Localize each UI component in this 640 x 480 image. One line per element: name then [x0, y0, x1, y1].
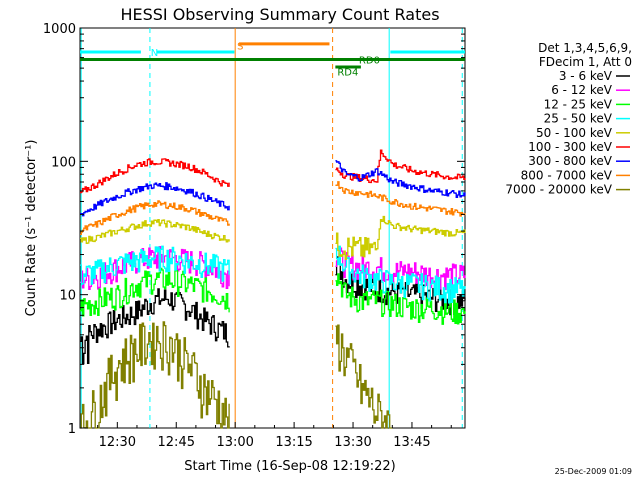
y-tick-label-3: 1000 — [43, 22, 76, 37]
legend-header-1: Det 1,3,4,5,6,9, — [538, 41, 632, 55]
y-tick-label-0: 1 — [68, 422, 76, 437]
y-tick-label-1: 10 — [59, 289, 76, 304]
annotation-n: N — [151, 48, 158, 59]
legend-label-1: 6 - 12 keV — [551, 83, 613, 97]
plot-area — [79, 27, 466, 429]
y-axis-ticks: 1 10 100 1000 — [43, 22, 465, 437]
annotation-rd0: RD0 — [359, 56, 380, 67]
series-line-6 — [80, 160, 466, 217]
legend-label-4: 50 - 100 keV — [536, 126, 613, 140]
x-axis-label: Start Time (16-Sep-08 12:19:22) — [184, 459, 395, 474]
flag-bars — [80, 42, 465, 69]
series-line-8 — [80, 321, 393, 429]
annotation-rd4: RD4 — [337, 68, 358, 79]
series-line-2 — [80, 267, 466, 325]
x-tick-label-0: 12:30 — [99, 435, 136, 450]
legend-label-0: 3 - 6 keV — [559, 69, 613, 83]
series-line-7 — [80, 181, 466, 236]
chart-title: HESSI Observing Summary Count Rates — [120, 5, 439, 24]
x-tick-label-3: 13:15 — [275, 435, 312, 450]
series-lines — [80, 149, 466, 429]
footer-date: 25-Dec-2009 01:09 — [555, 467, 632, 476]
series-line-4 — [80, 215, 466, 260]
legend-label-3: 25 - 50 keV — [544, 112, 613, 126]
x-tick-label-2: 13:00 — [216, 435, 253, 450]
series-line-5 — [80, 149, 466, 194]
x-tick-label-5: 13:45 — [393, 435, 430, 450]
annotation-s: S — [237, 41, 243, 52]
series-line-3 — [80, 245, 466, 304]
y-axis-label: Count Rate (s⁻¹ detector⁻¹) — [24, 140, 39, 317]
legend-label-5: 100 - 300 keV — [528, 140, 612, 154]
legend-label-2: 12 - 25 keV — [544, 97, 613, 111]
legend-header-2: FDecim 1, Att 0 — [539, 55, 632, 69]
legend: Det 1,3,4,5,6,9, FDecim 1, Att 0 3 - 6 k… — [505, 41, 632, 197]
legend-label-7: 800 - 7000 keV — [521, 168, 613, 182]
legend-label-6: 300 - 800 keV — [528, 154, 612, 168]
x-tick-label-1: 12:45 — [158, 435, 195, 450]
x-axis-ticks: 12:30 12:45 13:00 13:15 13:30 13:45 — [97, 422, 452, 450]
y-tick-label-2: 100 — [51, 155, 76, 170]
x-tick-label-4: 13:30 — [334, 435, 371, 450]
vertical-markers — [80, 28, 463, 428]
legend-label-8: 7000 - 20000 keV — [505, 183, 612, 197]
